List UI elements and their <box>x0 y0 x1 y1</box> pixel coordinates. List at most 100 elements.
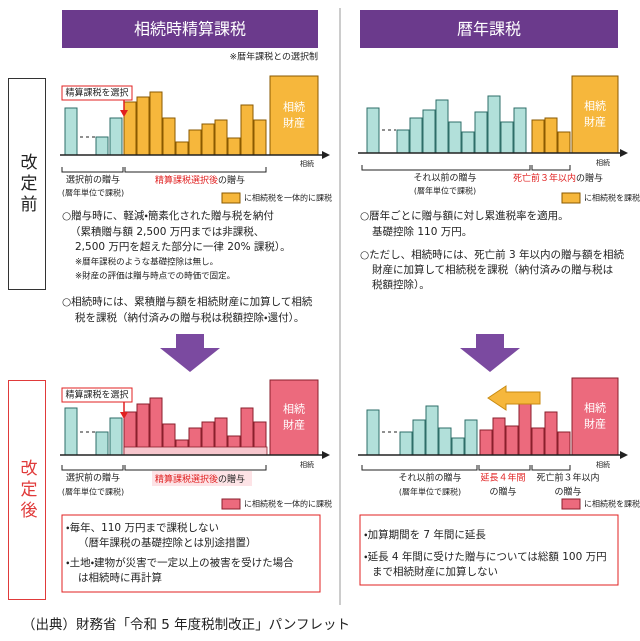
deduction-strip <box>123 446 268 456</box>
estate-label: 財産 <box>584 417 606 431</box>
bar <box>399 431 413 456</box>
bar <box>422 109 436 154</box>
bar <box>500 121 514 154</box>
estate-label: 相続 <box>283 402 305 416</box>
label: 選択前の贈与 <box>66 472 120 484</box>
bar <box>474 111 488 154</box>
bar <box>487 95 501 154</box>
callout-box <box>61 85 133 101</box>
bar <box>64 107 78 156</box>
axis-label: 相続 <box>596 158 610 167</box>
bar <box>544 117 558 154</box>
label: それ以前の贈与 <box>413 172 476 184</box>
label: (暦年単位で課税) <box>62 487 124 497</box>
bar <box>531 427 545 456</box>
label: 死亡前３年以内の贈与 <box>513 172 603 184</box>
bar <box>518 399 532 456</box>
bar <box>435 99 449 154</box>
label: 精算課税選択後の贈与 <box>155 473 245 485</box>
label-part: 精算課税選択後 <box>155 174 218 186</box>
label-bg <box>152 471 252 486</box>
estate-label: 相続 <box>584 99 606 113</box>
body-text: まで相続財産に加算しない <box>372 565 498 578</box>
label: 精算課税選択後の贈与 <box>155 174 245 186</box>
bracket <box>531 465 571 471</box>
bracket <box>361 165 531 171</box>
bar <box>240 104 254 156</box>
bar <box>214 119 228 156</box>
axis-arrow <box>322 451 330 459</box>
bar <box>162 117 176 156</box>
estate-label: 財産 <box>283 418 305 432</box>
legend-swatch <box>561 192 581 204</box>
bar <box>479 429 493 456</box>
bracket <box>478 465 531 471</box>
info-box <box>359 514 619 586</box>
bar <box>396 129 410 154</box>
body-text: ・毎年、110 万円まで課税しない <box>66 521 219 534</box>
estate-label: 相続 <box>584 401 606 415</box>
estate-box <box>269 379 319 456</box>
estate-label: 財産 <box>283 116 305 130</box>
header-title: 相続時精算課税 <box>134 20 246 39</box>
bar <box>95 136 109 156</box>
label-part: の贈与 <box>576 172 603 184</box>
body-text: ・加算期間を 7 年間に延長 <box>364 528 486 541</box>
row-label: 改定前 <box>8 78 46 290</box>
bracket <box>61 167 124 173</box>
info-box <box>61 514 321 593</box>
label: (暦年単位で課税) <box>62 188 124 198</box>
axis-label: 相続 <box>596 460 610 469</box>
legend-label: に相続税を一体的に課税 <box>244 499 332 509</box>
bar <box>531 119 545 154</box>
bar <box>149 397 163 456</box>
legend-label: に相続税を一体的に課税 <box>244 193 332 203</box>
down-arrow <box>160 334 220 372</box>
legend-label: に相続税を課税 <box>584 499 640 509</box>
body-text: ・延長 4 年間に受けた贈与については総額 100 万円 <box>364 550 607 563</box>
label-part: の贈与 <box>218 174 245 186</box>
label: 選択前の贈与 <box>66 174 120 186</box>
bar <box>109 117 123 156</box>
body-text: は相続時に再計算 <box>78 571 162 584</box>
bar <box>366 107 380 154</box>
header <box>62 10 318 48</box>
bar <box>425 405 439 456</box>
body-text: （累積贈与額 2,500 万円までは非課税、 <box>70 225 264 238</box>
label: それ以前の贈与 <box>398 472 461 484</box>
bar <box>513 107 527 154</box>
bar <box>505 425 519 456</box>
bar <box>95 431 109 456</box>
label-part: の贈与 <box>218 473 245 485</box>
label: 延長４年間 <box>480 472 525 484</box>
body-text: ※財産の評価は贈与時点での時価で固定。 <box>75 271 235 282</box>
bar <box>492 417 506 456</box>
down-arrow <box>460 334 520 372</box>
body-text: 基礎控除 110 万円。 <box>372 225 472 238</box>
legend-swatch <box>221 498 241 510</box>
axis-label: 相続 <box>300 460 314 469</box>
callout: 精算課税を選択 <box>65 87 128 99</box>
bar <box>448 121 462 154</box>
label: の贈与 <box>489 486 516 498</box>
header <box>360 10 618 48</box>
axis-arrow <box>322 151 330 159</box>
source: （出典）財務省「令和 5 年度税制改正」パンフレット <box>22 617 350 633</box>
bar <box>464 419 478 456</box>
callout: 精算課税を選択 <box>65 389 128 401</box>
estate-box <box>269 75 319 156</box>
callout-arrow <box>120 412 128 419</box>
bar <box>123 101 137 156</box>
callout-arrow <box>120 110 128 117</box>
body-text: 税を課税（納付済みの贈与税は税額控除・還付）。 <box>75 311 304 324</box>
legend-label: に相続税を課税 <box>584 193 640 203</box>
body-text: 2,500 万円を超えた部分に一律 20% 課税）。 <box>75 240 291 253</box>
bar <box>227 137 241 156</box>
bar <box>201 123 215 156</box>
body-text: ○贈与時に、軽減・簡素化された贈与税を納付 <box>62 209 274 222</box>
axis-arrow <box>620 149 628 157</box>
bar <box>253 119 267 156</box>
estate-label: 財産 <box>584 115 606 129</box>
bar <box>149 91 163 156</box>
